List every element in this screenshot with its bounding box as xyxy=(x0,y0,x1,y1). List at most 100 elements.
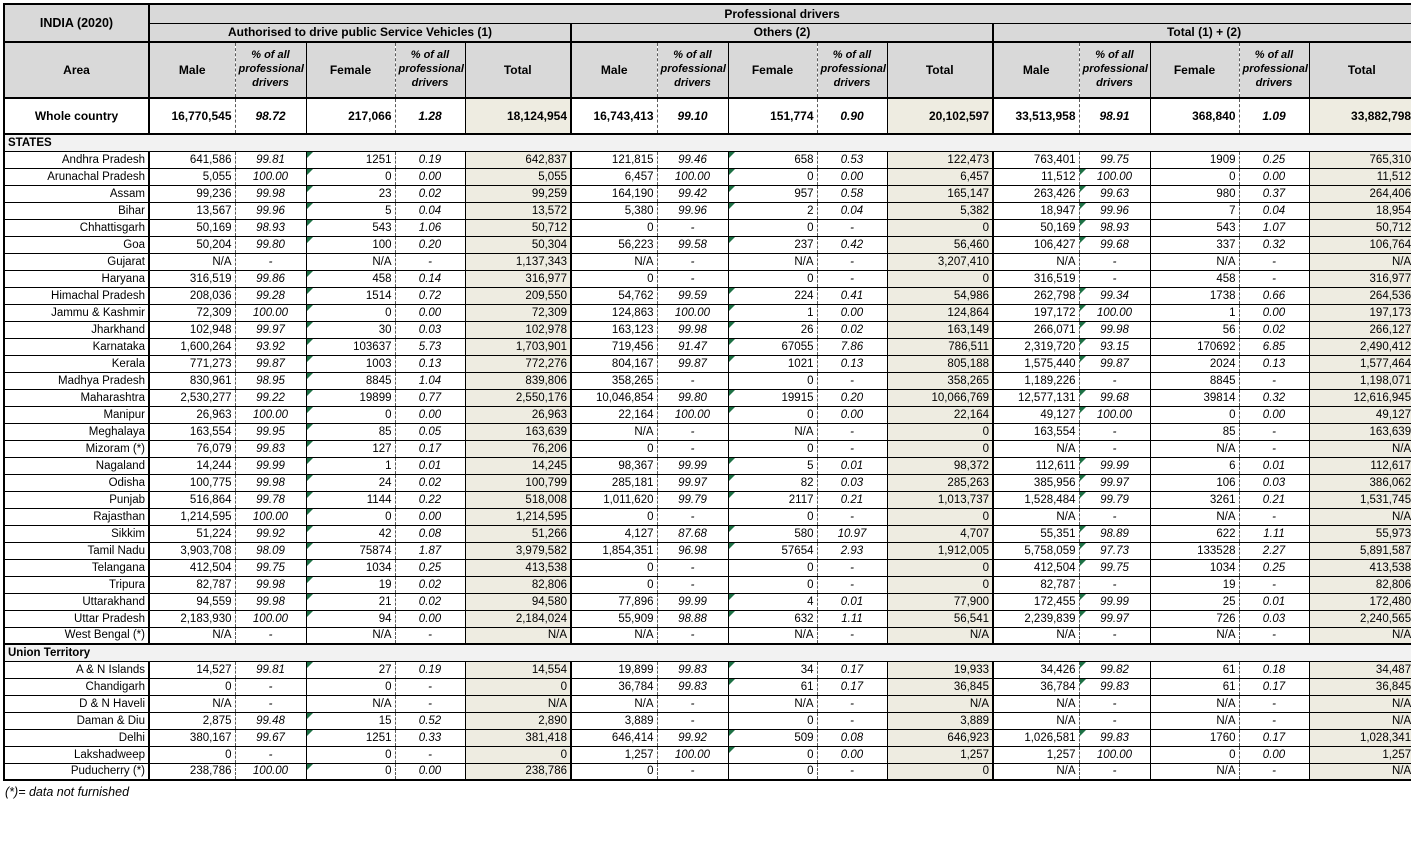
data-cell: 34,487 xyxy=(1308,660,1411,679)
data-cell: 0.58 xyxy=(816,184,887,203)
table-row: Whole country 16,770,545 98.72 217,066 1.28 1… xyxy=(4,97,1411,135)
data-cell: 172,480 xyxy=(1308,592,1411,611)
error-triangle-icon xyxy=(307,560,313,566)
data-cell: 170692 xyxy=(1149,337,1239,356)
data-cell: 98,367 xyxy=(570,456,657,475)
data-cell: 0.66 xyxy=(1238,286,1309,305)
data-cell: 56,223 xyxy=(570,235,657,254)
data-cell: N/A xyxy=(148,694,235,713)
data-cell: 133528 xyxy=(1149,541,1239,560)
data-cell: 0.02 xyxy=(816,320,887,339)
header-row-groups: Authorised to drive public Service Vehic… xyxy=(4,22,1411,43)
data-cell: 100.00 xyxy=(656,405,728,424)
data-cell: 0 xyxy=(727,167,817,186)
data-cell: 99.95 xyxy=(234,422,306,441)
data-cell: 0 xyxy=(727,745,817,764)
data-cell: 55,351 xyxy=(992,524,1079,543)
data-cell: 264,536 xyxy=(1308,286,1411,305)
table-row: Delhi 380,167 99.67 1251 0.33 381,418 646,414 9… xyxy=(4,728,1411,747)
data-cell: 0.08 xyxy=(816,728,887,747)
data-cell: - xyxy=(1078,371,1150,390)
data-cell: 805,188 xyxy=(886,354,993,373)
data-cell: 99.96 xyxy=(1078,201,1150,220)
data-cell: 1,026,581 xyxy=(992,728,1079,747)
error-triangle-icon xyxy=(307,186,313,192)
data-cell: 99.80 xyxy=(234,235,306,254)
data-cell: 1760 xyxy=(1149,728,1239,747)
data-cell: 804,167 xyxy=(570,354,657,373)
data-cell: 124,863 xyxy=(570,303,657,322)
area-cell: Chhattisgarh xyxy=(4,218,149,237)
area-cell: Meghalaya xyxy=(4,422,149,441)
data-cell: 0 xyxy=(305,405,395,424)
data-cell: 33,513,958 xyxy=(992,97,1079,135)
data-cell: 1144 xyxy=(305,490,395,509)
data-cell: 0.22 xyxy=(394,490,465,509)
data-cell: - xyxy=(1078,439,1150,458)
data-cell: - xyxy=(816,371,887,390)
data-cell: 0.72 xyxy=(394,286,465,305)
data-cell: N/A xyxy=(305,626,395,645)
data-cell: 99.83 xyxy=(656,660,728,679)
data-cell: 262,798 xyxy=(992,286,1079,305)
data-cell: N/A xyxy=(992,711,1079,730)
error-triangle-icon xyxy=(1080,458,1086,464)
data-cell: N/A xyxy=(570,252,657,271)
data-cell: 163,554 xyxy=(148,422,235,441)
error-triangle-icon xyxy=(307,713,313,719)
error-triangle-icon xyxy=(1080,730,1086,736)
column-header-pct-professional: % of all professional drivers xyxy=(1238,41,1309,99)
data-cell: N/A xyxy=(1149,762,1239,781)
table-row: Andhra Pradesh 641,586 99.81 1251 0.19 642,83… xyxy=(4,150,1411,169)
data-cell: 980 xyxy=(1149,184,1239,203)
data-cell: 0.03 xyxy=(1238,473,1309,492)
data-cell: 719,456 xyxy=(570,337,657,356)
data-cell: 641,586 xyxy=(148,150,235,169)
area-cell: Jharkhand xyxy=(4,320,149,339)
data-cell: - xyxy=(1238,575,1309,594)
data-cell: - xyxy=(656,507,728,526)
data-cell: - xyxy=(816,694,887,713)
table-row: Rajasthan 1,214,595 100.00 0 0.00 1,214,595 0-… xyxy=(4,507,1411,526)
header-group-authorised: Authorised to drive public Service Vehic… xyxy=(148,22,571,43)
data-cell: 3,889 xyxy=(886,711,993,730)
data-cell: - xyxy=(656,711,728,730)
data-cell: 0 xyxy=(1149,745,1239,764)
data-cell: 771,273 xyxy=(148,354,235,373)
data-cell: 0.37 xyxy=(1238,184,1309,203)
data-cell: 100.00 xyxy=(1078,167,1150,186)
data-cell: 1.06 xyxy=(394,218,465,237)
data-cell: 85 xyxy=(1149,422,1239,441)
data-cell: 0.13 xyxy=(394,354,465,373)
area-cell: Himachal Pradesh xyxy=(4,286,149,305)
data-cell: 16,743,413 xyxy=(570,97,657,135)
area-cell: Rajasthan xyxy=(4,507,149,526)
data-cell: 99.67 xyxy=(234,728,306,747)
data-cell: 0 xyxy=(570,218,657,237)
data-cell: 1.87 xyxy=(394,541,465,560)
data-cell: 0.20 xyxy=(816,388,887,407)
data-cell: 0 xyxy=(727,439,817,458)
data-cell: 19,899 xyxy=(570,660,657,679)
error-triangle-icon xyxy=(729,611,735,617)
error-triangle-icon xyxy=(307,288,313,294)
data-cell: 1021 xyxy=(727,354,817,373)
data-cell: 76,206 xyxy=(464,439,571,458)
data-cell: N/A xyxy=(1308,252,1411,271)
data-cell: 380,167 xyxy=(148,728,235,747)
data-cell: 54,762 xyxy=(570,286,657,305)
data-cell: - xyxy=(1238,439,1309,458)
data-cell: 164,190 xyxy=(570,184,657,203)
data-cell: 77,896 xyxy=(570,592,657,611)
data-cell: 0.02 xyxy=(394,184,465,203)
data-cell: N/A xyxy=(148,626,235,645)
data-cell: 36,784 xyxy=(992,677,1079,696)
data-cell: 658 xyxy=(727,150,817,169)
data-cell: 646,923 xyxy=(886,728,993,747)
data-cell: 82,787 xyxy=(148,575,235,594)
data-cell: - xyxy=(1238,626,1309,645)
data-cell: 1 xyxy=(305,456,395,475)
data-cell: 27 xyxy=(305,660,395,679)
data-cell: 1,600,264 xyxy=(148,337,235,356)
data-cell: 2 xyxy=(727,201,817,220)
